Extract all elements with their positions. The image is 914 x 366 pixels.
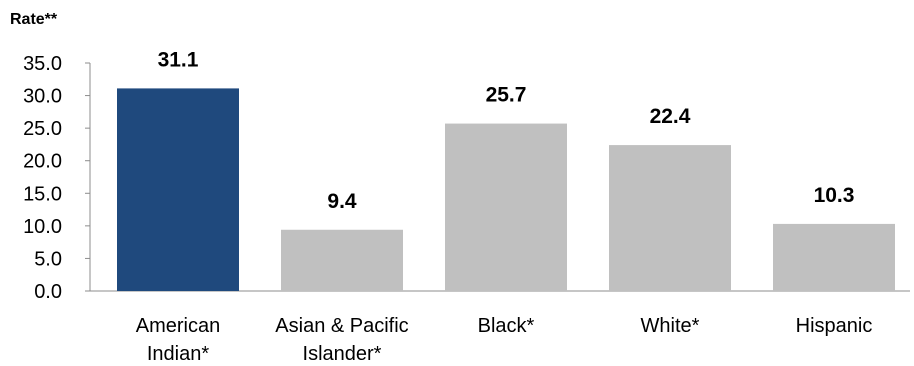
data-label: 25.7	[486, 84, 527, 107]
y-axis-title: Rate**	[10, 11, 58, 28]
bar	[281, 229, 403, 291]
bar	[117, 88, 239, 291]
y-tick-label: 35.0	[23, 53, 62, 75]
bars	[117, 88, 895, 291]
x-category-label: Black*	[478, 315, 535, 337]
data-label: 22.4	[650, 105, 691, 128]
data-label: 9.4	[327, 190, 357, 213]
x-category-label: Hispanic	[796, 315, 873, 337]
x-category-label: Asian & Pacific	[275, 315, 408, 337]
data-label: 31.1	[158, 48, 199, 71]
x-category-label: Indian*	[147, 343, 209, 365]
data-label: 10.3	[814, 184, 855, 207]
data-labels: 31.1 9.4 25.7 22.4 10.3	[158, 48, 855, 212]
y-tick-label: 5.0	[34, 248, 62, 270]
x-category-label: Islander*	[303, 343, 382, 365]
y-axis-ticks: 0.0 5.0 10.0 15.0 20.0 25.0 30.0 35.0	[23, 53, 90, 303]
y-tick-label: 25.0	[23, 118, 62, 140]
x-axis-labels: American Indian* Asian & Pacific Islander* B…	[136, 315, 873, 365]
bar	[773, 223, 895, 291]
y-tick-label: 10.0	[23, 216, 62, 238]
y-tick-label: 30.0	[23, 86, 62, 108]
y-tick-label: 15.0	[23, 183, 62, 205]
bar	[445, 123, 567, 291]
x-category-label: American	[136, 315, 220, 337]
x-category-label: White*	[641, 315, 700, 337]
y-tick-label: 20.0	[23, 151, 62, 173]
y-tick-label: 0.0	[34, 281, 62, 303]
bar	[609, 145, 731, 291]
